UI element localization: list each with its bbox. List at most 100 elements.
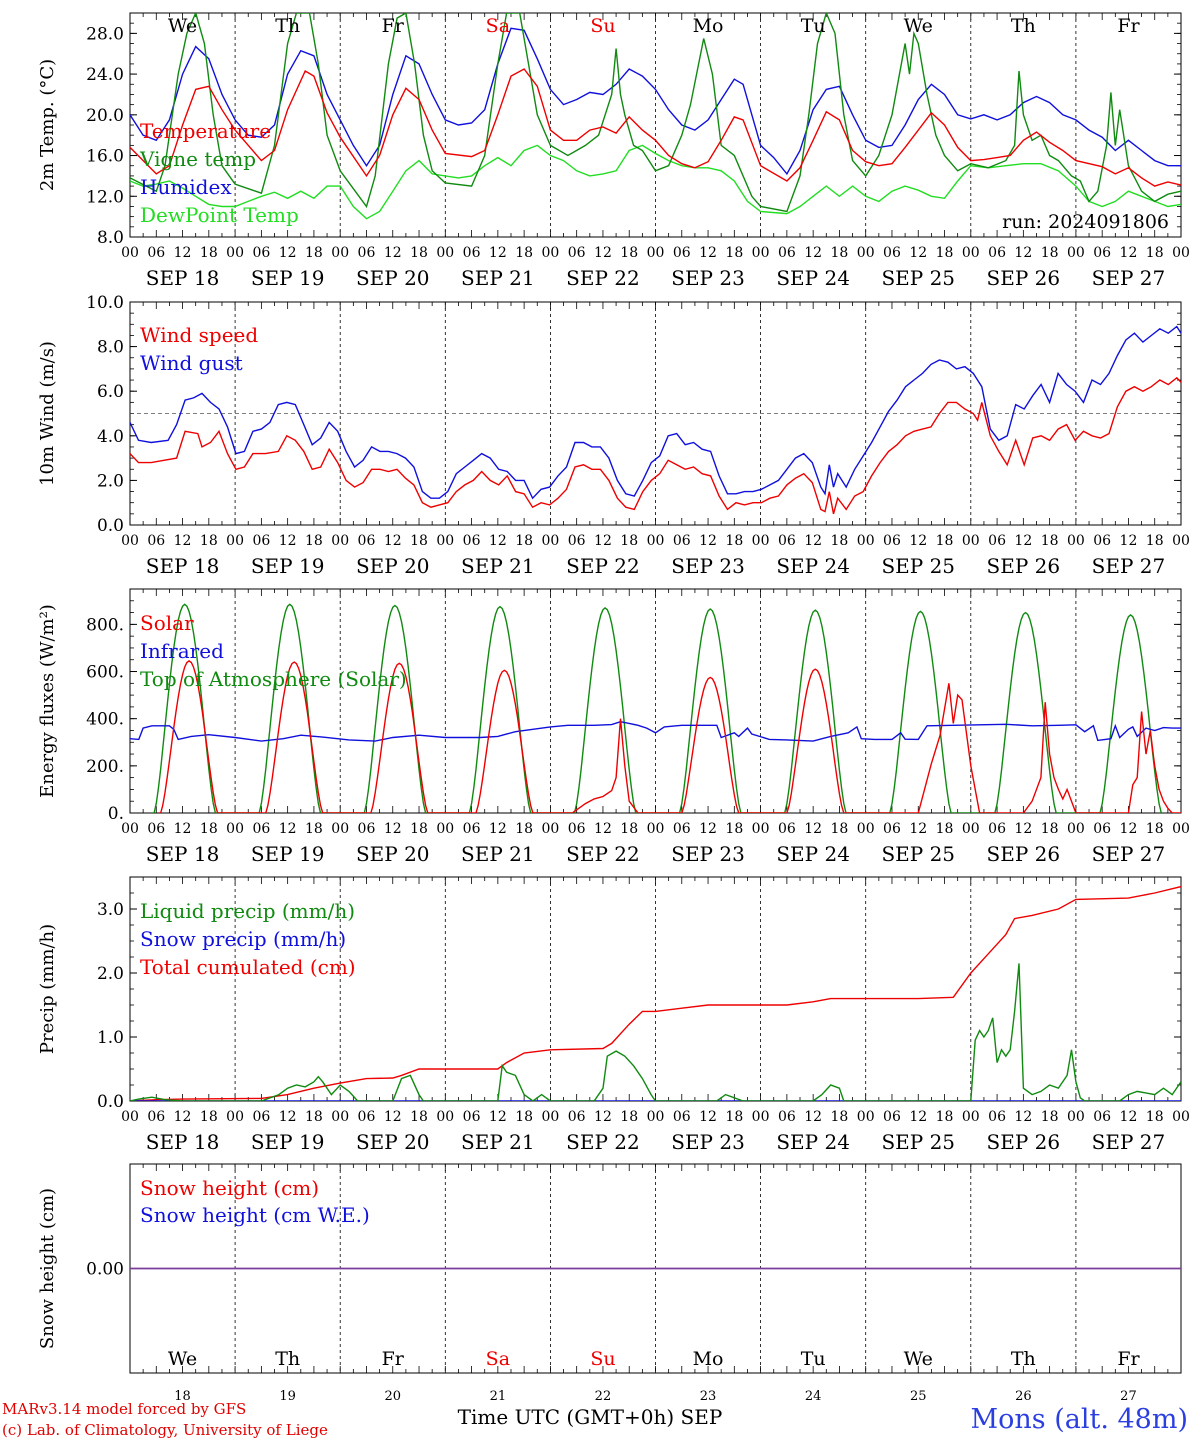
hour-tick-label: 06 (1093, 821, 1111, 837)
series-line-dewpoint-temp (130, 144, 1181, 220)
hour-tick-label: 00 (1172, 821, 1190, 837)
hour-tick-label: 18 (200, 245, 218, 261)
hour-tick-label: 06 (358, 245, 376, 261)
hour-tick-label: 00 (1172, 533, 1190, 549)
date-label: SEP 19 (251, 554, 325, 578)
hour-tick-label: 06 (463, 1109, 481, 1125)
y-tick-label: 28.0 (86, 24, 124, 44)
day-of-week-label: Th (1011, 1348, 1036, 1370)
day-number-label: 22 (595, 1389, 612, 1404)
day-number-label: 24 (805, 1389, 822, 1404)
date-label: SEP 23 (671, 266, 745, 290)
date-label: SEP 22 (566, 842, 640, 866)
date-label: SEP 21 (461, 1130, 535, 1154)
hour-tick-label: 12 (594, 821, 612, 837)
series-line-humidex (130, 27, 1181, 176)
hour-tick-label: 00 (226, 533, 244, 549)
hour-tick-label: 12 (699, 1109, 717, 1125)
date-label: SEP 22 (566, 554, 640, 578)
legend-entry: Snow height (cm) (140, 1176, 319, 1200)
series-line-solar (158, 660, 1181, 813)
series-group (130, 13, 1181, 220)
date-label: SEP 27 (1092, 266, 1166, 290)
y-tick-label: 6.0 (97, 382, 124, 402)
hour-tick-label: 06 (147, 1109, 165, 1125)
hour-tick-label: 00 (121, 533, 139, 549)
hour-tick-label: 06 (252, 533, 270, 549)
hour-tick-label: 12 (279, 245, 297, 261)
hour-tick-label: 06 (568, 533, 586, 549)
y-tick-label: 0.0 (97, 516, 124, 536)
hour-tick-label: 12 (174, 1109, 192, 1125)
date-label: SEP 23 (671, 1130, 745, 1154)
hour-tick-label: 12 (384, 1109, 402, 1125)
date-label: SEP 24 (776, 266, 850, 290)
y-tick-label: 0.00 (86, 1260, 124, 1280)
date-label: SEP 21 (461, 842, 535, 866)
day-of-week-label: Tu (801, 1348, 826, 1370)
legend-entry: Temperature (140, 119, 271, 143)
hour-tick-label: 12 (699, 821, 717, 837)
hour-tick-label: 00 (541, 245, 559, 261)
hour-tick-label: 18 (515, 533, 533, 549)
hour-tick-label: 12 (489, 533, 507, 549)
hour-tick-label: 12 (279, 1109, 297, 1125)
day-of-week-label: Fr (382, 1348, 405, 1370)
hour-tick-label: 18 (1146, 821, 1164, 837)
date-label: SEP 24 (776, 554, 850, 578)
hour-tick-label: 00 (647, 821, 665, 837)
hour-tick-label: 12 (279, 821, 297, 837)
hour-tick-label: 18 (1041, 533, 1059, 549)
hour-tick-label: 18 (1146, 245, 1164, 261)
panel-wind: 0.0 2.0 4.0 6.0 8.0 10.0 10m Wind (m/s) Wind sp… (37, 293, 1190, 578)
hour-tick-label: 18 (725, 533, 743, 549)
hour-tick-label: 00 (962, 1109, 980, 1125)
day-of-week-label: Th (275, 15, 300, 37)
hour-tick-label: 18 (936, 1109, 954, 1125)
hour-tick-label: 18 (305, 821, 323, 837)
legend-entry: Wind gust (140, 351, 243, 375)
hour-tick-label: 18 (725, 1109, 743, 1125)
hour-tick-label: 00 (121, 1109, 139, 1125)
date-label: SEP 20 (356, 266, 430, 290)
hour-tick-label: 18 (200, 821, 218, 837)
hour-tick-label: 00 (647, 533, 665, 549)
hour-tick-label: 06 (252, 1109, 270, 1125)
date-label: SEP 26 (987, 554, 1061, 578)
hour-tick-label: 06 (988, 245, 1006, 261)
hour-tick-label: 12 (174, 821, 192, 837)
x-axis-label: Time UTC (GMT+0h) SEP (458, 1405, 723, 1429)
legend-entry: Wind speed (140, 323, 258, 347)
hour-tick-label: 06 (1093, 533, 1111, 549)
hour-tick-label: 12 (489, 1109, 507, 1125)
hour-tick-label: 00 (226, 245, 244, 261)
series-line-top-of-atmosphere-solar- (151, 603, 1164, 813)
hour-tick-label: 18 (1041, 821, 1059, 837)
date-label: SEP 19 (251, 266, 325, 290)
hour-tick-label: 00 (857, 245, 875, 261)
hour-tick-label: 18 (620, 821, 638, 837)
hour-tick-label: 06 (673, 1109, 691, 1125)
date-label: SEP 20 (356, 554, 430, 578)
hour-tick-label: 00 (752, 821, 770, 837)
day-number-label: 25 (910, 1389, 927, 1404)
hour-tick-label: 00 (1067, 1109, 1085, 1125)
hour-tick-label: 12 (279, 533, 297, 549)
day-of-week-label: Sa (486, 15, 510, 37)
hour-tick-label: 18 (1146, 533, 1164, 549)
legend-entry: Top of Atmosphere (Solar) (140, 667, 407, 691)
hour-tick-label: 06 (568, 821, 586, 837)
hour-tick-label: 06 (463, 821, 481, 837)
date-label: SEP 26 (987, 842, 1061, 866)
day-number-label: 18 (174, 1389, 191, 1404)
hour-tick-label: 06 (883, 1109, 901, 1125)
hour-tick-label: 00 (752, 1109, 770, 1125)
day-number-label: 26 (1015, 1389, 1032, 1404)
hour-tick-label: 18 (410, 821, 428, 837)
hour-tick-label: 06 (568, 245, 586, 261)
hour-tick-label: 12 (1120, 821, 1138, 837)
hour-tick-label: 00 (647, 245, 665, 261)
y-tick-label: 2.0 (97, 471, 124, 491)
y-axis-label: 10m Wind (m/s) (37, 341, 58, 486)
hour-tick-label: 18 (831, 245, 849, 261)
